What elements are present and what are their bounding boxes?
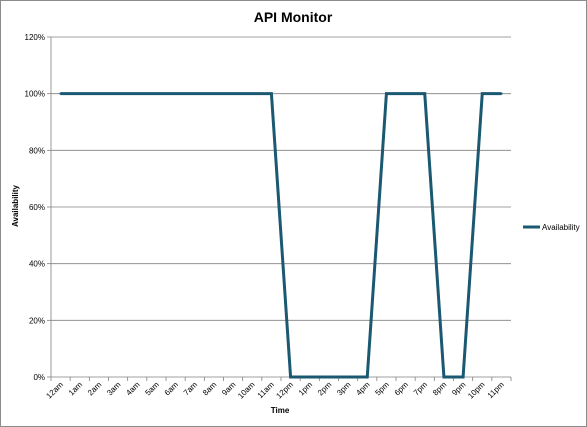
x-tick-label: 11pm: [486, 380, 506, 400]
data-point: [385, 92, 388, 95]
x-axis-title: Time: [271, 406, 290, 415]
data-point: [346, 375, 350, 379]
data-point: [193, 92, 196, 95]
y-axis-title: Availability: [11, 184, 20, 226]
data-point: [78, 92, 81, 95]
series-line-availability: [60, 92, 502, 379]
y-tick-label: 0%: [33, 373, 45, 382]
x-tick-label: 3am: [105, 380, 123, 398]
axes: [47, 36, 512, 381]
data-point: [404, 92, 407, 95]
x-tick-label: 10am: [236, 380, 257, 401]
legend: Availability: [523, 223, 580, 232]
x-tick-label: 10pm: [466, 380, 487, 401]
y-tick-label: 120%: [25, 33, 45, 42]
y-tick-label: 100%: [25, 90, 45, 99]
data-point: [442, 375, 446, 379]
x-tick-label: 8pm: [431, 380, 449, 398]
data-point: [174, 92, 177, 95]
y-tick-label: 20%: [29, 316, 45, 325]
legend-label: Availability: [542, 223, 580, 232]
x-tick-label: 6pm: [393, 380, 411, 398]
data-point: [136, 92, 139, 95]
gridlines: [51, 36, 511, 321]
x-tick-label: 9pm: [450, 380, 468, 398]
x-tick-label: 2pm: [316, 380, 334, 398]
x-tick-label: 12am: [44, 380, 65, 401]
data-point: [59, 92, 62, 95]
x-tick-label: 5pm: [373, 380, 391, 398]
data-point: [116, 92, 120, 95]
data-point: [97, 92, 101, 95]
x-tick-label: 6am: [163, 380, 181, 398]
series-layer: [59, 92, 503, 379]
data-point: [500, 92, 503, 95]
y-tick-label: 80%: [29, 146, 45, 155]
x-tick-label: 4pm: [354, 380, 372, 398]
x-tick-label: 4am: [124, 380, 142, 398]
x-tick-label: 9am: [220, 380, 238, 398]
x-tick-label: 3pm: [335, 380, 353, 398]
y-tick-label: 60%: [29, 203, 45, 212]
data-point: [155, 92, 158, 95]
data-point: [366, 375, 369, 379]
x-tick-label: 7am: [182, 380, 200, 398]
chart-title: API Monitor: [254, 9, 333, 25]
data-point: [289, 375, 292, 379]
y-tick-labels: 0% 20% 40% 60% 80% 100% 120%: [25, 33, 45, 382]
x-tick-label: 1am: [67, 380, 85, 398]
x-tick-label: 5am: [143, 380, 161, 398]
x-tick-label: 1pm: [297, 380, 315, 398]
x-tick-label: 7pm: [412, 380, 430, 398]
x-tick-label: 11am: [256, 380, 276, 400]
x-tick-label: 12pm: [274, 380, 295, 401]
data-point: [481, 92, 484, 95]
data-point: [251, 92, 254, 95]
x-tick-label: 2am: [86, 380, 104, 398]
data-point: [308, 375, 311, 379]
data-point: [423, 92, 426, 95]
data-point: [212, 92, 216, 95]
data-point: [231, 92, 235, 95]
y-tick-label: 40%: [29, 260, 45, 269]
data-point: [327, 375, 331, 379]
x-tick-label: 8am: [201, 380, 219, 398]
data-point: [270, 92, 273, 95]
data-point: [461, 375, 465, 379]
